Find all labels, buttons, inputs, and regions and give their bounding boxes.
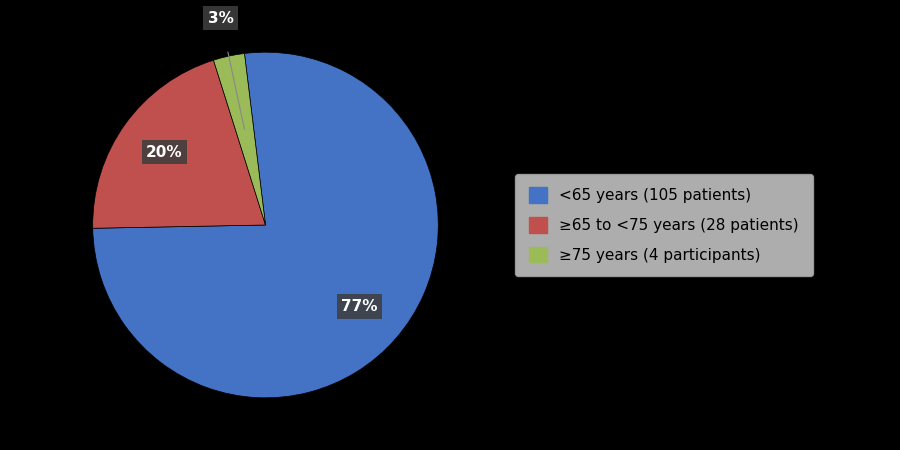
Wedge shape <box>213 54 266 225</box>
Text: 20%: 20% <box>146 145 183 160</box>
Legend: <65 years (105 patients), ≥65 to <75 years (28 patients), ≥75 years (4 participa: <65 years (105 patients), ≥65 to <75 yea… <box>515 174 813 276</box>
Text: 3%: 3% <box>208 11 233 26</box>
Wedge shape <box>93 60 266 228</box>
Text: 77%: 77% <box>341 299 378 314</box>
Wedge shape <box>93 52 438 398</box>
